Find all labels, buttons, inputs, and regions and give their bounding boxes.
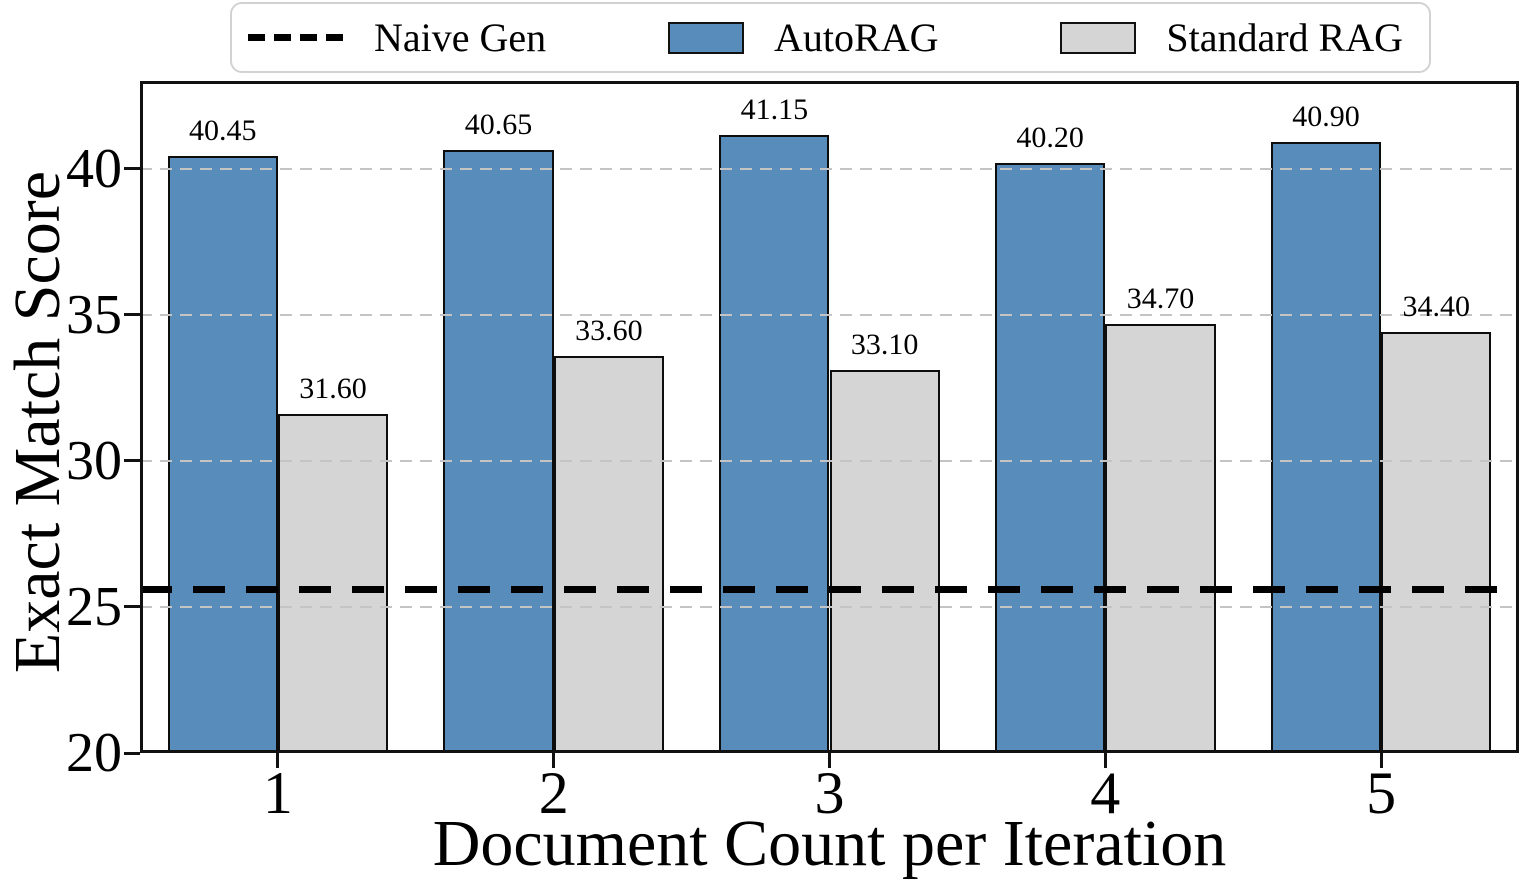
legend-label-autorag: AutoRAG xyxy=(774,14,939,60)
gridline-40 xyxy=(140,167,1519,170)
y-tick xyxy=(124,605,140,609)
standard-rag-bar-2 xyxy=(553,355,664,753)
autorag-bar-5 xyxy=(1270,142,1382,753)
plot-area xyxy=(140,81,1519,753)
autorag-bar-1 xyxy=(167,155,278,753)
x-tick xyxy=(1103,753,1107,768)
bar-value-label: 34.40 xyxy=(1402,290,1471,324)
y-tick-label: 30 xyxy=(66,429,122,492)
bar-value-label: 40.20 xyxy=(1016,120,1084,154)
y-tick xyxy=(124,459,140,463)
standard-rag-bar-5 xyxy=(1381,332,1492,753)
legend-label-standard-rag: Standard RAG xyxy=(1166,14,1403,60)
standard-rag-bar-4 xyxy=(1105,323,1216,753)
autorag-bar-4 xyxy=(994,162,1106,753)
gridline-25 xyxy=(140,605,1519,608)
bar-value-label: 34.70 xyxy=(1126,281,1195,315)
x-axis-title: Document Count per Iteration xyxy=(432,807,1227,880)
gridline-35 xyxy=(140,313,1519,316)
x-tick-label: 4 xyxy=(1090,760,1121,826)
dashed-line-icon xyxy=(248,34,344,41)
autorag-swatch-icon xyxy=(668,21,745,54)
y-tick-label: 35 xyxy=(66,283,122,346)
gridline-30 xyxy=(140,459,1519,462)
x-tick xyxy=(552,753,556,768)
naive-gen-reference-line xyxy=(140,585,1519,593)
x-tick-label: 2 xyxy=(538,760,569,826)
bar-value-label: 40.45 xyxy=(188,113,257,147)
bar-value-label: 33.60 xyxy=(575,313,643,347)
legend-item-naive-gen: Naive Gen xyxy=(248,14,547,60)
y-tick xyxy=(124,751,140,755)
bar-value-label: 41.15 xyxy=(740,93,809,127)
x-tick xyxy=(276,753,280,768)
x-tick-label: 1 xyxy=(262,760,293,826)
y-tick-label: 40 xyxy=(66,137,122,200)
legend-label-naive-gen: Naive Gen xyxy=(374,14,547,60)
autorag-bar-2 xyxy=(443,149,554,753)
autorag-bar-3 xyxy=(719,135,830,753)
x-tick-label: 5 xyxy=(1366,760,1397,826)
y-tick-label: 20 xyxy=(66,722,122,784)
x-tick-label: 3 xyxy=(814,760,845,826)
legend-item-standard-rag: Standard RAG xyxy=(1060,14,1403,60)
standard-rag-bar-3 xyxy=(829,370,940,753)
bar-value-label: 33.10 xyxy=(850,328,919,362)
standard-rag-swatch-icon xyxy=(1060,21,1137,54)
legend-item-autorag: AutoRAG xyxy=(668,14,939,60)
legend: Naive Gen AutoRAG Standard RAG xyxy=(230,2,1431,73)
bar-value-label: 40.65 xyxy=(464,107,533,141)
y-tick xyxy=(124,313,140,317)
x-tick xyxy=(1379,753,1383,768)
bar-value-label: 40.90 xyxy=(1292,100,1360,134)
x-tick xyxy=(828,753,831,768)
bar-value-label: 31.60 xyxy=(299,372,367,406)
y-tick xyxy=(124,167,140,171)
standard-rag-bar-1 xyxy=(277,414,389,753)
y-tick-label: 25 xyxy=(66,575,122,638)
